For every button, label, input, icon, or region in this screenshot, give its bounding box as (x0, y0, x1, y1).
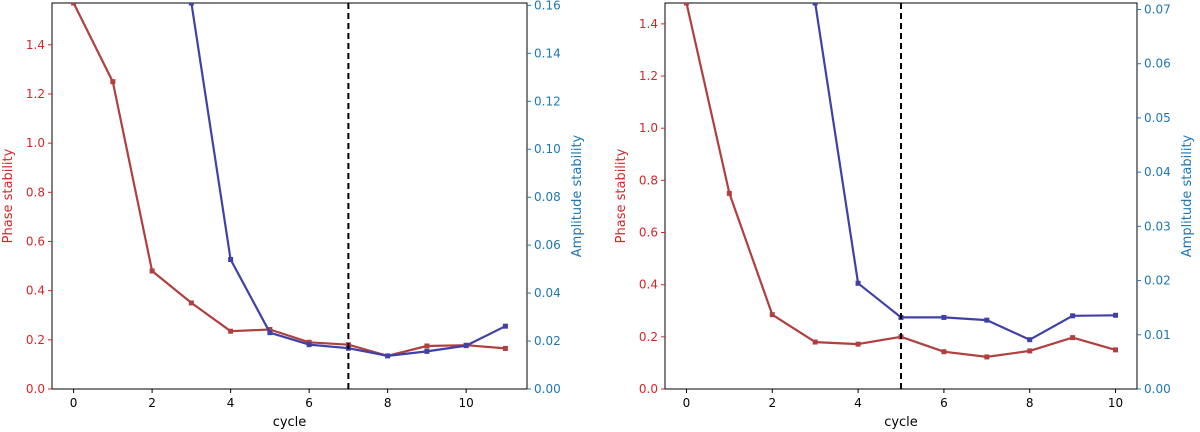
y-right-tick-label: 0.01 (1144, 328, 1171, 342)
x-tick-label: 10 (459, 396, 474, 410)
y-right-tick-label: 0.03 (1144, 219, 1171, 233)
y-right-axis-label: Amplitude stability (570, 134, 585, 257)
y-left-tick-label: 1.4 (639, 17, 658, 31)
amplitude-stability-point (228, 257, 234, 263)
x-tick-label: 0 (683, 396, 691, 410)
phase-stability-point (188, 300, 194, 306)
amplitude-stability-point (1113, 312, 1119, 318)
x-tick-label: 10 (1108, 396, 1123, 410)
y-right-tick-label: 0.00 (534, 382, 561, 396)
y-left-tick-label: 1.0 (639, 121, 658, 135)
amplitude-stability-point (306, 342, 312, 348)
plot-frame (51, 2, 528, 390)
phase-stability-line (72, 3, 506, 357)
y-left-tick-label: 0.6 (26, 234, 45, 248)
phase-stability-point (1027, 348, 1033, 354)
y-right-tick-label: 0.16 (534, 0, 561, 12)
x-tick-label: 6 (305, 396, 313, 410)
y-left-tick-label: 0.4 (26, 284, 45, 298)
y-left-tick-label: 0.0 (639, 382, 658, 396)
y-right-tick-label: 0.05 (1144, 111, 1171, 125)
y-left-tick-label: 1.2 (26, 87, 45, 101)
y-left-tick-label: 0.2 (26, 333, 45, 347)
x-tick-label: 6 (940, 396, 948, 410)
y-right-tick-label: 0.06 (534, 238, 561, 252)
phase-stability-point (1070, 335, 1076, 341)
phase-stability-point (769, 312, 775, 318)
amplitude-stability-point (188, 3, 194, 6)
y-right-tick-label: 0.04 (534, 286, 561, 300)
y-right-tick-label: 0.00 (1144, 382, 1171, 396)
phase-stability-point (424, 343, 430, 349)
y-right-axis-label: Amplitude stability (1180, 134, 1195, 257)
phase-stability-point (502, 345, 508, 351)
y-left-tick-label: 0.2 (639, 330, 658, 344)
chart-panel-2: 0 2 4 6 8 10 cycle 0.0 0.2 0.4 0.6 0.8 1.0 1.2 1.4 Phas… (614, 2, 1195, 430)
phase-stability-point (812, 339, 818, 345)
y-left-tick-label: 0.6 (639, 226, 658, 240)
phase-stability-point (726, 190, 732, 196)
amplitude-stability-point (385, 353, 391, 359)
x-tick-label: 2 (148, 396, 156, 410)
amplitude-stability-point (424, 348, 430, 354)
x-axis-label: cycle (273, 415, 307, 430)
amplitude-stability-point (812, 3, 818, 6)
y-left-tick-label: 1.0 (26, 136, 45, 150)
y-right-tick-label: 0.14 (534, 46, 561, 60)
plot-area (71, 3, 508, 359)
chart-panel-1: 0 2 4 6 8 10 cycle 0.0 0.2 0.4 0.6 0.8 1.0 1.2 1.4 Phas… (1, 0, 585, 430)
amplitude-stability-point (855, 280, 861, 286)
y-right-tick-label: 0.02 (1144, 274, 1171, 288)
x-tick-label: 4 (854, 396, 862, 410)
x-tick-label: 2 (768, 396, 776, 410)
y-left-axis-label: Phase stability (1, 148, 16, 243)
y-left-tick-label: 1.4 (26, 38, 45, 52)
phase-stability-point (149, 268, 155, 274)
amplitude-stability-point (984, 317, 990, 323)
amplitude-stability-point (463, 343, 469, 349)
y-right-tick-label: 0.10 (534, 142, 561, 156)
y-left-tick-label: 0.4 (639, 278, 658, 292)
y-right-tick-label: 0.04 (1144, 165, 1171, 179)
amplitude-stability-point (941, 314, 947, 320)
y-right-tick-label: 0.08 (534, 190, 561, 204)
y-left-tick-label: 0.8 (639, 173, 658, 187)
phase-stability-point (71, 3, 77, 6)
amplitude-stability-line (814, 3, 1116, 341)
y-right-tick-label: 0.06 (1144, 57, 1171, 71)
phase-stability-point (984, 354, 990, 360)
x-tick-label: 8 (1026, 396, 1034, 410)
phase-stability-point (855, 341, 861, 347)
y-right-tick-label: 0.07 (1144, 3, 1171, 17)
phase-stability-point (267, 327, 273, 333)
amplitude-stability-point (267, 330, 273, 336)
phase-stability-point (941, 349, 947, 355)
phase-stability-point (228, 328, 234, 334)
phase-stability-point (110, 79, 116, 85)
y-right-tick-label: 0.02 (534, 334, 561, 348)
amplitude-stability-point (1070, 313, 1076, 319)
phase-stability-point (1113, 347, 1119, 353)
y-right-tick-label: 0.12 (534, 94, 561, 108)
y-left-axis-label: Phase stability (614, 148, 629, 243)
x-tick-label: 8 (384, 396, 392, 410)
amplitude-stability-point (1027, 337, 1033, 343)
x-tick-label: 4 (227, 396, 235, 410)
x-axis-label: cycle (884, 415, 918, 430)
y-left-tick-label: 0.8 (26, 185, 45, 199)
y-left-tick-label: 0.0 (26, 382, 45, 396)
y-left-tick-label: 1.2 (639, 69, 658, 83)
x-tick-label: 0 (70, 396, 78, 410)
phase-stability-point (683, 3, 689, 6)
amplitude-stability-point (502, 323, 508, 329)
